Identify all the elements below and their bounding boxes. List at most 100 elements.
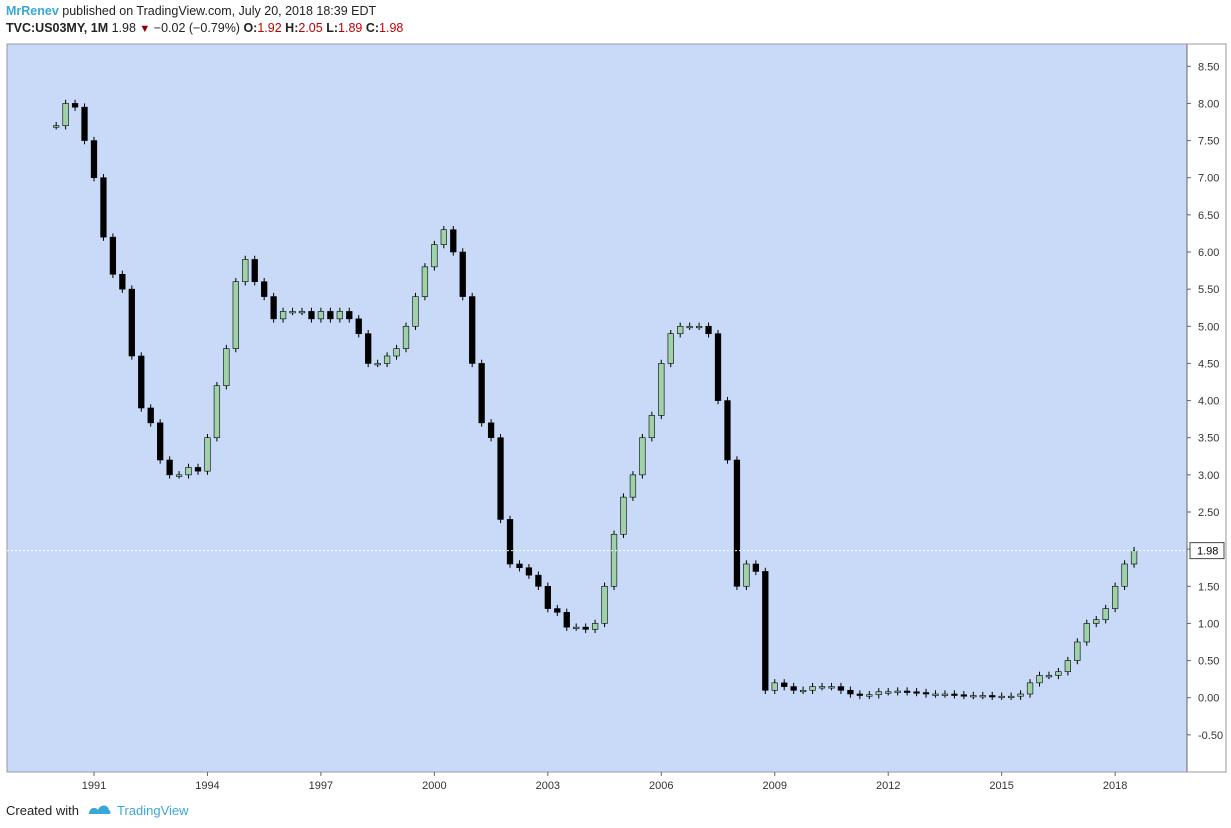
candle [336,307,343,323]
candle-body [383,355,391,364]
candle-body [412,296,419,327]
candle-body [242,259,249,283]
candle [138,352,145,412]
candle-body [421,266,429,297]
candle-body [847,689,854,695]
down-arrow-icon: ▼ [139,23,151,35]
candle-body [459,251,466,297]
candle [365,330,372,368]
candle [62,99,69,130]
x-tick-label: 1994 [195,780,219,792]
candle [922,688,930,698]
candle-body [128,288,135,357]
tradingview-logo-icon [87,802,111,819]
candle [932,690,939,698]
candle [204,434,211,475]
candle [147,404,154,427]
candle [554,604,561,616]
candle [346,307,353,323]
candle [374,359,381,368]
candle [251,255,258,286]
candle [847,686,854,698]
y-tick-label: 6.50 [1198,210,1219,222]
candle [837,682,845,694]
candle [157,419,164,464]
candle-body [629,474,637,498]
open-value: 1.92 [257,21,282,35]
candle-body [733,459,741,587]
candle [1007,692,1015,700]
candle [450,226,457,256]
low-value: 1.89 [338,21,363,35]
candle-body [251,259,258,283]
candle-body [90,140,98,179]
candle [1064,656,1072,676]
candle-body [686,325,693,329]
candle [639,434,646,479]
candle [1083,619,1090,646]
y-tick-label: 7.50 [1198,136,1219,148]
candle [506,515,514,568]
candle [53,122,60,130]
candle-body [535,574,542,587]
candle [856,690,863,700]
last-price-tag [1189,542,1225,560]
candle [629,471,637,501]
candle-body [885,691,892,694]
candle [686,322,693,330]
candle-body [1121,563,1128,587]
candle [242,255,249,286]
price-chart[interactable]: 8.50 8.00 7.50 7.00 6.50 6.00 5.50 5.00 4.50 4.00… [0,0,1231,800]
candle-body [157,422,164,461]
candle-body [147,407,154,424]
candle [998,692,1005,700]
candle-body [138,355,145,409]
candle-body [194,467,202,472]
y-tick-label: 3.50 [1198,433,1219,445]
candle [544,582,551,613]
candle-body [554,608,561,613]
candle-body [261,281,268,297]
candle-body [932,693,939,696]
y-tick-label: 8.00 [1198,98,1219,110]
candle-body [336,311,343,320]
candle-body [308,311,315,320]
plot-area [7,44,1187,772]
candle-body [903,690,911,693]
x-tick-label: 2000 [422,780,446,792]
tradingview-link[interactable]: TradingView [116,803,189,818]
candle [90,136,98,182]
candle-body [1017,693,1024,697]
candle-body [431,244,438,268]
candle-body [289,311,296,314]
candle [733,456,741,590]
candle [412,292,419,330]
candle-body [582,626,589,630]
candle [979,691,986,700]
candle-body [100,177,107,238]
x-tick-label: 2015 [989,780,1013,792]
y-tick-label: 8.50 [1198,61,1219,73]
candle-body [119,273,126,290]
candle-body [1130,550,1138,565]
candle-body [374,363,381,366]
candle-body [960,694,967,697]
candle [100,174,107,241]
candle [402,322,410,353]
candle-body [402,325,410,349]
author-name[interactable]: MrRenev [6,4,59,18]
candle [279,307,287,323]
candle [591,619,599,634]
candle-body [81,106,88,141]
candle-body [856,693,863,696]
y-tick-label: 3.00 [1198,470,1219,482]
candle [828,682,835,691]
candle-body [591,623,599,630]
candle-body [450,229,457,253]
candle [355,315,362,338]
y-tick-label: 1.50 [1198,581,1219,593]
close-label: C: [365,21,380,35]
candle-body [828,686,835,689]
candle-body [497,437,504,520]
candle [81,103,88,145]
